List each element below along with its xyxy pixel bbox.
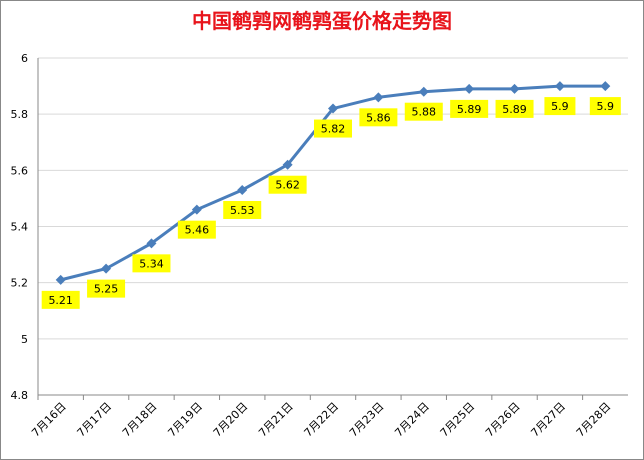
y-tick-label: 5.4: [11, 221, 29, 234]
point: [554, 81, 565, 92]
y-tick-label: 5: [21, 333, 28, 346]
point: [191, 204, 202, 215]
value-label: 5.25: [94, 283, 119, 296]
y-tick-label: 5.2: [11, 277, 29, 290]
value-label: 5.21: [48, 294, 73, 307]
value-label-bg: [223, 200, 262, 219]
y-tick-label: 5.8: [11, 108, 29, 121]
value-label: 5.9: [551, 100, 569, 113]
value-label: 5.89: [502, 103, 527, 116]
point: [55, 274, 66, 285]
value-label-bg: [314, 119, 352, 138]
y-tick-label: 4.8: [11, 389, 29, 402]
point: [600, 81, 611, 92]
y-tick-label: 5.6: [11, 164, 29, 177]
value-label: 5.53: [230, 204, 255, 217]
value-label-bg: [268, 175, 307, 194]
value-label: 5.82: [321, 123, 346, 136]
value-label: 5.62: [275, 179, 300, 192]
chart-title: 中国鹌鹑网鹌鹑蛋价格走势图: [192, 9, 452, 33]
point: [282, 159, 293, 170]
point: [418, 86, 429, 97]
y-tick-label: 6: [21, 52, 28, 65]
point: [237, 184, 248, 195]
value-label: 5.88: [412, 106, 437, 119]
point: [146, 238, 157, 249]
point: [373, 92, 384, 103]
value-label-bg: [495, 99, 534, 118]
value-label: 5.34: [139, 257, 164, 270]
value-label-bg: [359, 108, 398, 127]
value-label: 5.89: [457, 103, 482, 116]
point: [509, 83, 520, 94]
point: [101, 263, 112, 274]
value-label-bg: [87, 279, 126, 298]
value-label-bg: [132, 254, 171, 273]
value-label: 5.9: [597, 100, 615, 113]
value-label-bg: [177, 220, 216, 239]
point: [464, 83, 475, 94]
value-label-bg: [404, 102, 443, 121]
value-label-bg: [544, 97, 576, 116]
point: [328, 103, 338, 114]
value-label-bg: [41, 290, 80, 309]
value-label: 5.46: [185, 224, 210, 237]
value-label-bg: [589, 97, 621, 116]
value-label-bg: [450, 99, 489, 118]
value-label: 5.86: [366, 111, 391, 124]
